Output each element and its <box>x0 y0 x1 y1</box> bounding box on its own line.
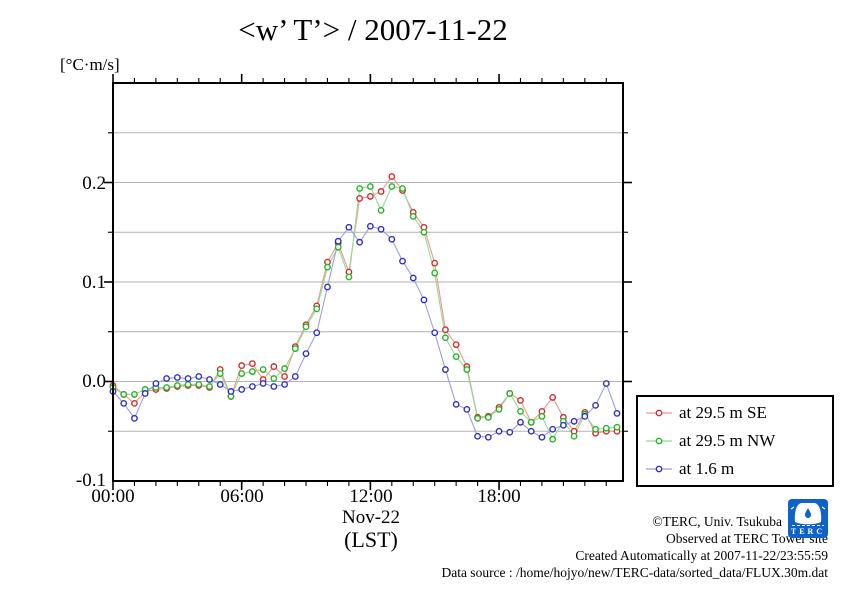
y-tick-label-0.1: 0.1 <box>82 272 106 293</box>
legend-box: at 29.5 m SE at 29.5 m NW at 1.6 m <box>636 395 834 487</box>
x-tick-label-1800: 18:00 <box>477 486 521 507</box>
legend-symbol-red <box>646 409 672 417</box>
legend-label: at 29.5 m NW <box>679 431 776 450</box>
credit-copyright: ©TERC, Univ. Tsukuba <box>652 514 782 529</box>
legend-symbol-blue <box>646 465 672 473</box>
credit-created: Created Automatically at 2007-11-22/23:5… <box>575 548 828 563</box>
credit-observed: Observed at TERC Tower site <box>665 531 828 546</box>
y-tick-label--0.1: -0.1 <box>75 470 106 491</box>
legend-label: at 29.5 m SE <box>679 403 767 422</box>
legend-label: at 1.6 m <box>679 459 735 478</box>
legend-symbol-green <box>646 437 672 445</box>
legend-item-29.5m-nw: at 29.5 m NW <box>646 428 832 454</box>
y-tick-label-0.2: 0.2 <box>82 173 106 194</box>
x-axis-timezone-label: (LST) <box>344 527 398 552</box>
legend-item-1.6m: at 1.6 m <box>646 456 832 482</box>
terc-logo-drop-icon <box>805 508 811 518</box>
terc-logo-text: TERC <box>791 527 825 536</box>
y-axis-unit-label: [°C·m/s] <box>60 55 120 74</box>
x-axis-date-label: Nov-22 <box>341 507 401 528</box>
x-tick-label-0600: 06:00 <box>220 486 264 507</box>
chart-title: <w’ T’> / 2007-11-22 <box>238 12 508 47</box>
x-tick-label-0000: 00:00 <box>91 486 135 507</box>
y-tick-label-0.0: 0.0 <box>82 371 106 392</box>
terc-logo-marks <box>790 506 826 510</box>
x-tick-label-1200: 12:00 <box>349 486 393 507</box>
legend-item-29.5m-se: at 29.5 m SE <box>646 400 832 426</box>
credit-data-source: Data source : /home/hojyo/new/TERC-data/… <box>441 565 828 580</box>
terc-logo: TERC <box>788 499 828 538</box>
